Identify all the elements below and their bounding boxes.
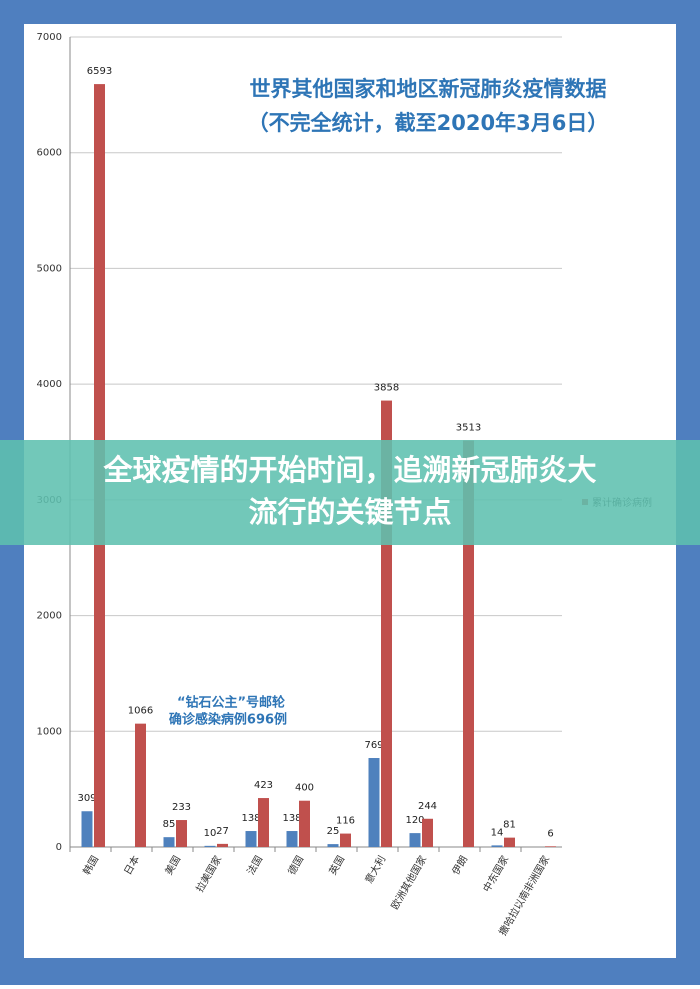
y-tick-label: 5000 bbox=[37, 263, 62, 274]
banner bbox=[0, 440, 700, 545]
bar bbox=[422, 818, 433, 847]
bar bbox=[368, 758, 380, 847]
bar bbox=[504, 837, 515, 847]
value-label: 233 bbox=[172, 802, 191, 813]
y-tick-label: 4000 bbox=[37, 379, 62, 390]
value-label: 244 bbox=[418, 801, 437, 812]
bar bbox=[163, 837, 175, 847]
bar bbox=[491, 845, 503, 847]
y-tick-label: 7000 bbox=[37, 32, 62, 43]
bar bbox=[258, 798, 269, 847]
value-label: 120 bbox=[405, 815, 424, 826]
value-label: 116 bbox=[336, 816, 355, 827]
value-label: 309 bbox=[77, 793, 96, 804]
y-tick-label: 2000 bbox=[37, 611, 62, 622]
bar bbox=[327, 844, 339, 847]
value-label: 6593 bbox=[87, 66, 112, 77]
y-tick-label: 0 bbox=[56, 842, 62, 853]
value-label: 1066 bbox=[128, 706, 153, 717]
value-label: 769 bbox=[364, 740, 383, 751]
value-label: 138 bbox=[241, 813, 260, 824]
annotation: “钻石公主”号邮轮 bbox=[177, 695, 285, 711]
banner-text: 全球疫情的开始时间，追溯新冠肺炎大 bbox=[102, 453, 596, 487]
y-tick-label: 1000 bbox=[37, 726, 62, 737]
bar bbox=[463, 440, 474, 847]
value-label: 6 bbox=[547, 828, 553, 839]
value-label: 14 bbox=[491, 827, 504, 838]
value-label: 138 bbox=[282, 813, 301, 824]
bar bbox=[299, 800, 310, 847]
value-label: 400 bbox=[295, 783, 314, 794]
title-line: 世界其他国家和地区新冠肺炎疫情数据 bbox=[250, 77, 607, 101]
banner-text: 流行的关键节点 bbox=[248, 495, 451, 529]
value-label: 27 bbox=[216, 826, 229, 837]
y-tick-label: 6000 bbox=[37, 148, 62, 159]
value-label: 3513 bbox=[456, 422, 481, 433]
value-label: 423 bbox=[254, 780, 273, 791]
bar bbox=[340, 833, 351, 847]
bar bbox=[545, 846, 556, 847]
bar bbox=[381, 400, 392, 847]
bar bbox=[204, 845, 216, 847]
bar bbox=[245, 831, 257, 847]
value-label: 10 bbox=[204, 828, 217, 839]
annotation: 确诊感染病例696例 bbox=[169, 712, 287, 728]
bar bbox=[81, 811, 93, 847]
bar bbox=[409, 833, 421, 847]
bar bbox=[286, 831, 298, 847]
title-line: （不完全统计，截至2020年3月6日） bbox=[248, 111, 609, 135]
bar bbox=[176, 820, 187, 847]
value-label: 25 bbox=[327, 826, 340, 837]
bar bbox=[135, 723, 146, 847]
bar bbox=[217, 843, 228, 847]
value-label: 85 bbox=[163, 819, 176, 830]
value-label: 81 bbox=[503, 820, 516, 831]
value-label: 3858 bbox=[374, 383, 399, 394]
